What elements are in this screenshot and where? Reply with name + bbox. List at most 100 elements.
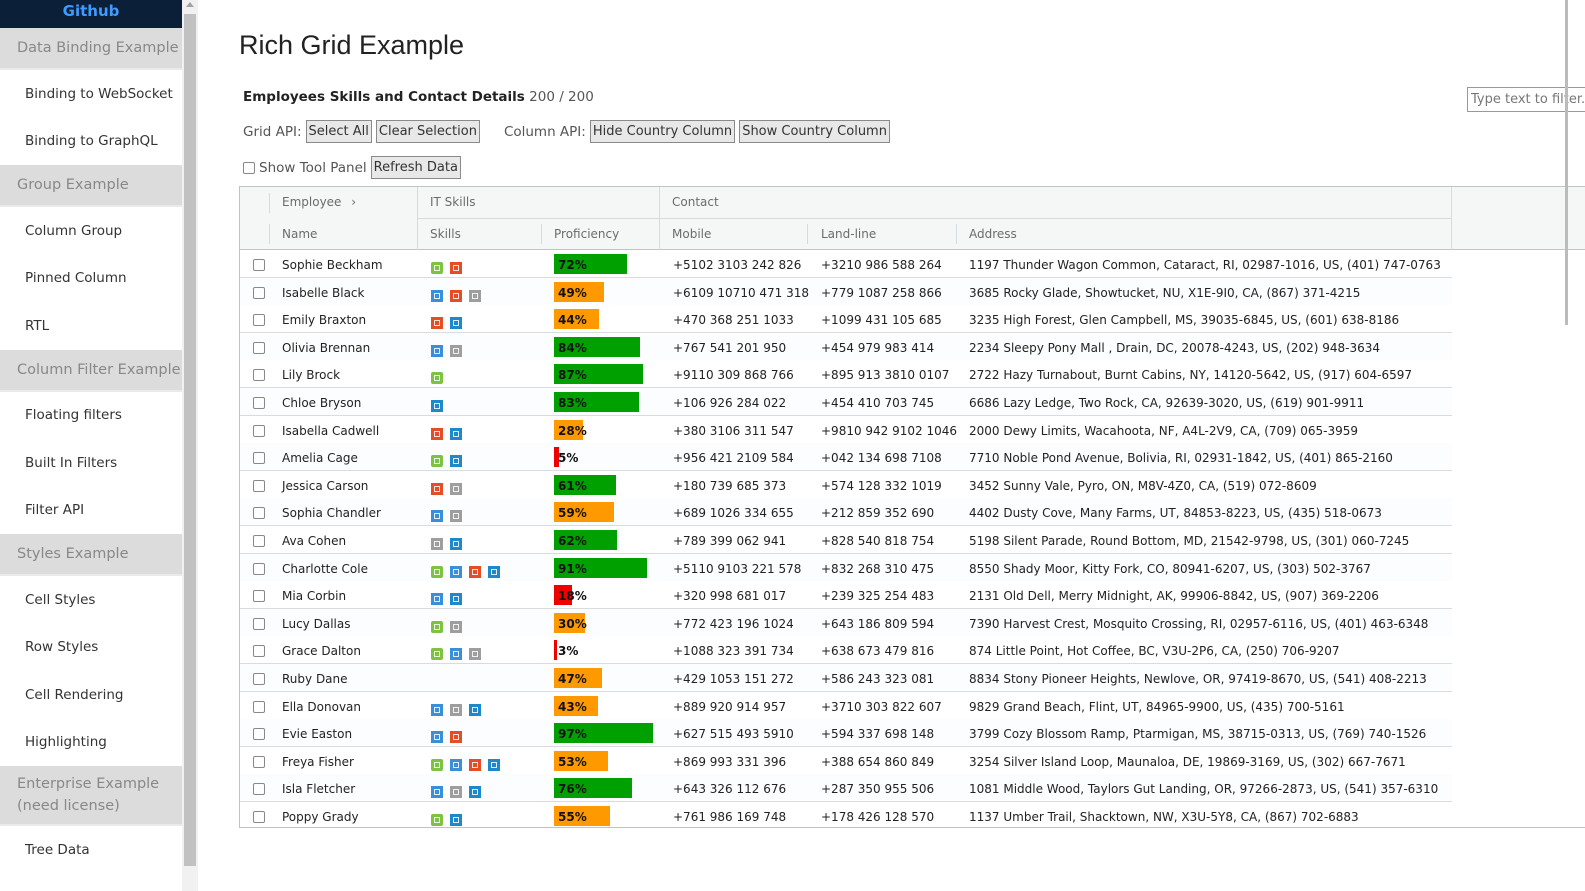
- table-row[interactable]: Mia Corbin 18% +320 998 681 017 +239 325 25…: [240, 581, 1452, 610]
- row-select-checkbox[interactable]: [253, 341, 265, 354]
- cell-mobile[interactable]: +772 423 196 1024: [673, 616, 794, 631]
- cell-mobile[interactable]: +6109 10710 471 318: [673, 285, 810, 300]
- github-link[interactable]: Github: [0, 0, 182, 28]
- cell-name[interactable]: Chloe Bryson: [282, 396, 362, 410]
- cell-name[interactable]: Isabella Cadwell: [282, 423, 380, 438]
- cell-address[interactable]: 2234 Sleepy Pony Mall , Drain, DC, 20078…: [969, 340, 1380, 355]
- row-select-checkbox[interactable]: [253, 286, 265, 299]
- row-select-checkbox[interactable]: [253, 507, 265, 520]
- cell-address[interactable]: 1197 Thunder Wagon Common, Cataract, RI,…: [969, 258, 1441, 272]
- sidebar-group-header[interactable]: Styles Example: [0, 534, 182, 576]
- cell-address[interactable]: 1137 Umber Trail, Shacktown, NW, X3U-5Y8…: [969, 810, 1359, 824]
- row-select-checkbox[interactable]: [253, 755, 265, 768]
- cell-mobile[interactable]: +429 1053 151 272: [673, 672, 794, 686]
- sidebar-item[interactable]: Floating filters: [25, 407, 122, 424]
- row-select-checkbox[interactable]: [253, 728, 265, 741]
- cell-landline[interactable]: +042 134 698 7108: [821, 451, 942, 466]
- cell-name[interactable]: Sophia Chandler: [282, 506, 381, 521]
- cell-mobile[interactable]: +1088 323 391 734: [673, 644, 794, 659]
- cell-mobile[interactable]: +689 1026 334 655: [673, 506, 794, 521]
- sidebar-scrollbar[interactable]: [182, 0, 198, 891]
- cell-mobile[interactable]: +320 998 681 017: [673, 589, 787, 604]
- column-header-address[interactable]: Address: [969, 227, 1017, 241]
- cell-address[interactable]: 2000 Dewy Limits, Wacahoota, NF, A4L-2V9…: [969, 423, 1359, 438]
- table-row[interactable]: Evie Easton 97% +627 515 493 5910 +594 337 …: [240, 719, 1452, 748]
- cell-landline[interactable]: +388 654 860 849: [821, 754, 935, 769]
- table-row[interactable]: Poppy Grady 55% +761 986 169 748 +178 426 1…: [240, 802, 1452, 827]
- row-select-checkbox[interactable]: [253, 700, 265, 713]
- cell-mobile[interactable]: +889 920 914 957: [673, 699, 787, 714]
- column-header-landline[interactable]: Land-line: [821, 227, 877, 241]
- table-row[interactable]: Isla Fletcher 76% +643 326 112 676 +287 350…: [240, 774, 1452, 803]
- clear-selection-button[interactable]: Clear Selection: [375, 120, 480, 143]
- cell-landline[interactable]: +3210 986 588 264: [821, 258, 942, 272]
- sidebar-item[interactable]: Cell Styles: [25, 591, 96, 608]
- cell-name[interactable]: Grace Dalton: [282, 644, 361, 659]
- table-row[interactable]: Freya Fisher 53% +869 993 331 396 +388 654 …: [240, 746, 1452, 775]
- cell-landline[interactable]: +779 1087 258 866: [821, 285, 942, 300]
- cell-landline[interactable]: +212 859 352 690: [821, 506, 935, 521]
- cell-name[interactable]: Isabelle Black: [282, 285, 365, 300]
- row-select-checkbox[interactable]: [253, 452, 265, 465]
- table-row[interactable]: Lucy Dallas 30% +772 423 196 1024 +643 186 …: [240, 608, 1452, 637]
- cell-name[interactable]: Freya Fisher: [282, 754, 354, 769]
- sidebar-group-header[interactable]: Column Filter Example: [0, 349, 182, 392]
- cell-name[interactable]: Sophie Beckham: [282, 258, 383, 272]
- table-row[interactable]: Grace Dalton 3% +1088 323 391 734 +638 673 …: [240, 636, 1452, 665]
- table-row[interactable]: Isabelle Black 49% +6109 10710 471 318 +779…: [240, 277, 1452, 306]
- sidebar-item[interactable]: Highlighting: [25, 734, 107, 751]
- cell-address[interactable]: 8834 Stony Pioneer Heights, Newlove, OR,…: [969, 672, 1427, 686]
- cell-name[interactable]: Isla Fletcher: [282, 782, 356, 797]
- sidebar-item[interactable]: Pinned Column: [25, 270, 127, 287]
- table-row[interactable]: Charlotte Cole 91% +5110 9103 221 578 +832 …: [240, 553, 1452, 582]
- cell-landline[interactable]: +9810 942 9102 1046: [821, 423, 958, 438]
- cell-landline[interactable]: +643 186 809 594: [821, 616, 935, 631]
- cell-address[interactable]: 3235 High Forest, Glen Campbell, MS, 390…: [969, 313, 1400, 328]
- refresh-data-button[interactable]: Refresh Data: [370, 156, 461, 179]
- sidebar-item[interactable]: Tree Data: [25, 841, 90, 858]
- cell-address[interactable]: 3254 Silver Island Loop, Maunaloa, DE, 1…: [969, 754, 1406, 769]
- table-row[interactable]: Ruby Dane 47% +429 1053 151 272 +586 243 32…: [240, 664, 1452, 692]
- table-row[interactable]: Ava Cohen 62% +789 399 062 941 +828 540 818…: [240, 526, 1452, 554]
- table-row[interactable]: Sophie Beckham 72% +5102 3103 242 826 +3210…: [240, 250, 1452, 278]
- page-scrollbar[interactable]: [1565, 0, 1568, 325]
- select-all-button[interactable]: Select All: [305, 120, 372, 143]
- cell-mobile[interactable]: +869 993 331 396: [673, 754, 787, 769]
- cell-mobile[interactable]: +956 421 2109 584: [673, 451, 794, 466]
- sidebar-item[interactable]: Binding to GraphQL: [25, 133, 158, 150]
- cell-name[interactable]: Charlotte Cole: [282, 561, 368, 576]
- table-row[interactable]: Jessica Carson 61% +180 739 685 373 +574 12…: [240, 470, 1452, 499]
- row-select-checkbox[interactable]: [253, 259, 265, 271]
- cell-address[interactable]: 4402 Dusty Cove, Many Farms, UT, 84853-8…: [969, 506, 1382, 521]
- group-header-contact[interactable]: Contact: [672, 195, 719, 209]
- cell-landline[interactable]: +3710 303 822 607: [821, 699, 942, 714]
- row-select-checkbox[interactable]: [253, 645, 265, 658]
- cell-mobile[interactable]: +180 739 685 373: [673, 478, 787, 493]
- sidebar-item[interactable]: Built In Filters: [25, 454, 118, 471]
- sidebar-item[interactable]: Binding to WebSocket: [25, 85, 173, 102]
- row-select-checkbox[interactable]: [253, 369, 265, 382]
- cell-name[interactable]: Ava Cohen: [282, 534, 347, 548]
- row-select-checkbox[interactable]: [253, 397, 265, 409]
- cell-mobile[interactable]: +106 926 284 022: [673, 396, 787, 410]
- row-select-checkbox[interactable]: [253, 673, 265, 685]
- cell-mobile[interactable]: +627 515 493 5910: [673, 727, 794, 742]
- cell-address[interactable]: 8550 Shady Moor, Kitty Fork, CO, 80941-6…: [969, 561, 1371, 576]
- cell-name[interactable]: Olivia Brennan: [282, 340, 371, 355]
- sidebar-item[interactable]: Row Styles: [25, 639, 99, 656]
- cell-landline[interactable]: +287 350 955 506: [821, 782, 935, 797]
- scroll-up-arrow-icon[interactable]: [186, 2, 194, 7]
- cell-name[interactable]: Ella Donovan: [282, 699, 362, 714]
- table-row[interactable]: Ella Donovan 43% +889 920 914 957 +3710 303…: [240, 691, 1452, 720]
- cell-address[interactable]: 2722 Hazy Turnabout, Burnt Cabins, NY, 1…: [969, 368, 1412, 383]
- row-select-checkbox[interactable]: [253, 479, 265, 492]
- cell-mobile[interactable]: +789 399 062 941: [673, 534, 787, 548]
- cell-address[interactable]: 874 Little Point, Hot Coffee, BC, V3U-2P…: [969, 644, 1340, 659]
- sidebar-scrollbar-thumb[interactable]: [184, 14, 196, 866]
- cell-address[interactable]: 3685 Rocky Glade, Showtucket, NU, X1E-9I…: [969, 285, 1361, 300]
- cell-landline[interactable]: +594 337 698 148: [821, 727, 935, 742]
- sidebar-group-header[interactable]: Group Example: [0, 165, 182, 207]
- cell-name[interactable]: Amelia Cage: [282, 451, 358, 466]
- column-header-mobile[interactable]: Mobile: [672, 227, 712, 241]
- cell-address[interactable]: 1081 Middle Wood, Taylors Gut Landing, O…: [969, 782, 1439, 797]
